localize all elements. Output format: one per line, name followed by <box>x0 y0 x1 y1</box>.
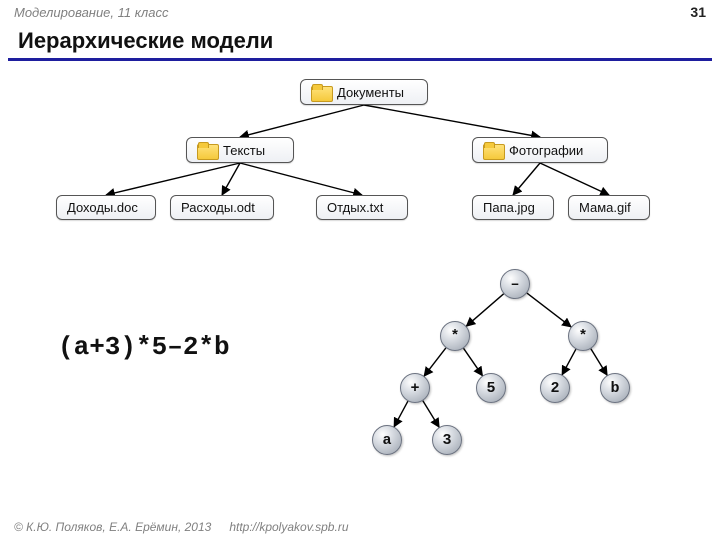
tree-node-label: Тексты <box>223 143 265 158</box>
tree-node-label: Документы <box>337 85 404 100</box>
expr-node-n8: 3 <box>432 425 462 455</box>
tree-node-root: Документы <box>300 79 428 105</box>
expr-node-n0: – <box>500 269 530 299</box>
tree-node-photos: Фотографии <box>472 137 608 163</box>
diagram-canvas: Документы Тексты Фотографии Доходы.doc Расхо… <box>0 69 720 499</box>
tree-node-label: Доходы.doc <box>67 200 138 215</box>
expr-node-n1: * <box>440 321 470 351</box>
tree-node-label: Расходы.odt <box>181 200 255 215</box>
tree-node-label: Фотографии <box>509 143 583 158</box>
footer-copyright: © К.Ю. Поляков, Е.А. Ерёмин, 2013 <box>14 520 211 534</box>
title-rule <box>8 58 712 61</box>
folder-icon <box>483 142 503 158</box>
tree-node-texts: Тексты <box>186 137 294 163</box>
expr-node-n7: a <box>372 425 402 455</box>
expression-text: (a+3)*5–2*b <box>58 332 230 362</box>
page-title: Иерархические модели <box>0 24 720 56</box>
tree-node-f2: Расходы.odt <box>170 195 274 220</box>
footer: © К.Ю. Поляков, Е.А. Ерёмин, 2013 http:/… <box>0 516 720 540</box>
page-number: 31 <box>690 4 706 20</box>
expr-node-n6: b <box>600 373 630 403</box>
tree-node-f4: Папа.jpg <box>472 195 554 220</box>
tree-node-f1: Доходы.doc <box>56 195 156 220</box>
expr-node-n5: 2 <box>540 373 570 403</box>
tree-node-label: Мама.gif <box>579 200 631 215</box>
folder-icon <box>197 142 217 158</box>
expr-node-n2: * <box>568 321 598 351</box>
tree-node-f5: Мама.gif <box>568 195 650 220</box>
folder-icon <box>311 84 331 100</box>
tree-node-label: Отдых.txt <box>327 200 383 215</box>
connectors-svg <box>0 69 720 499</box>
tree-node-f3: Отдых.txt <box>316 195 408 220</box>
header: Моделирование, 11 класс 31 <box>0 0 720 24</box>
expr-node-n3: + <box>400 373 430 403</box>
expr-node-n4: 5 <box>476 373 506 403</box>
header-left: Моделирование, 11 класс <box>14 5 168 20</box>
tree-node-label: Папа.jpg <box>483 200 535 215</box>
footer-url: http://kpolyakov.spb.ru <box>229 520 348 534</box>
